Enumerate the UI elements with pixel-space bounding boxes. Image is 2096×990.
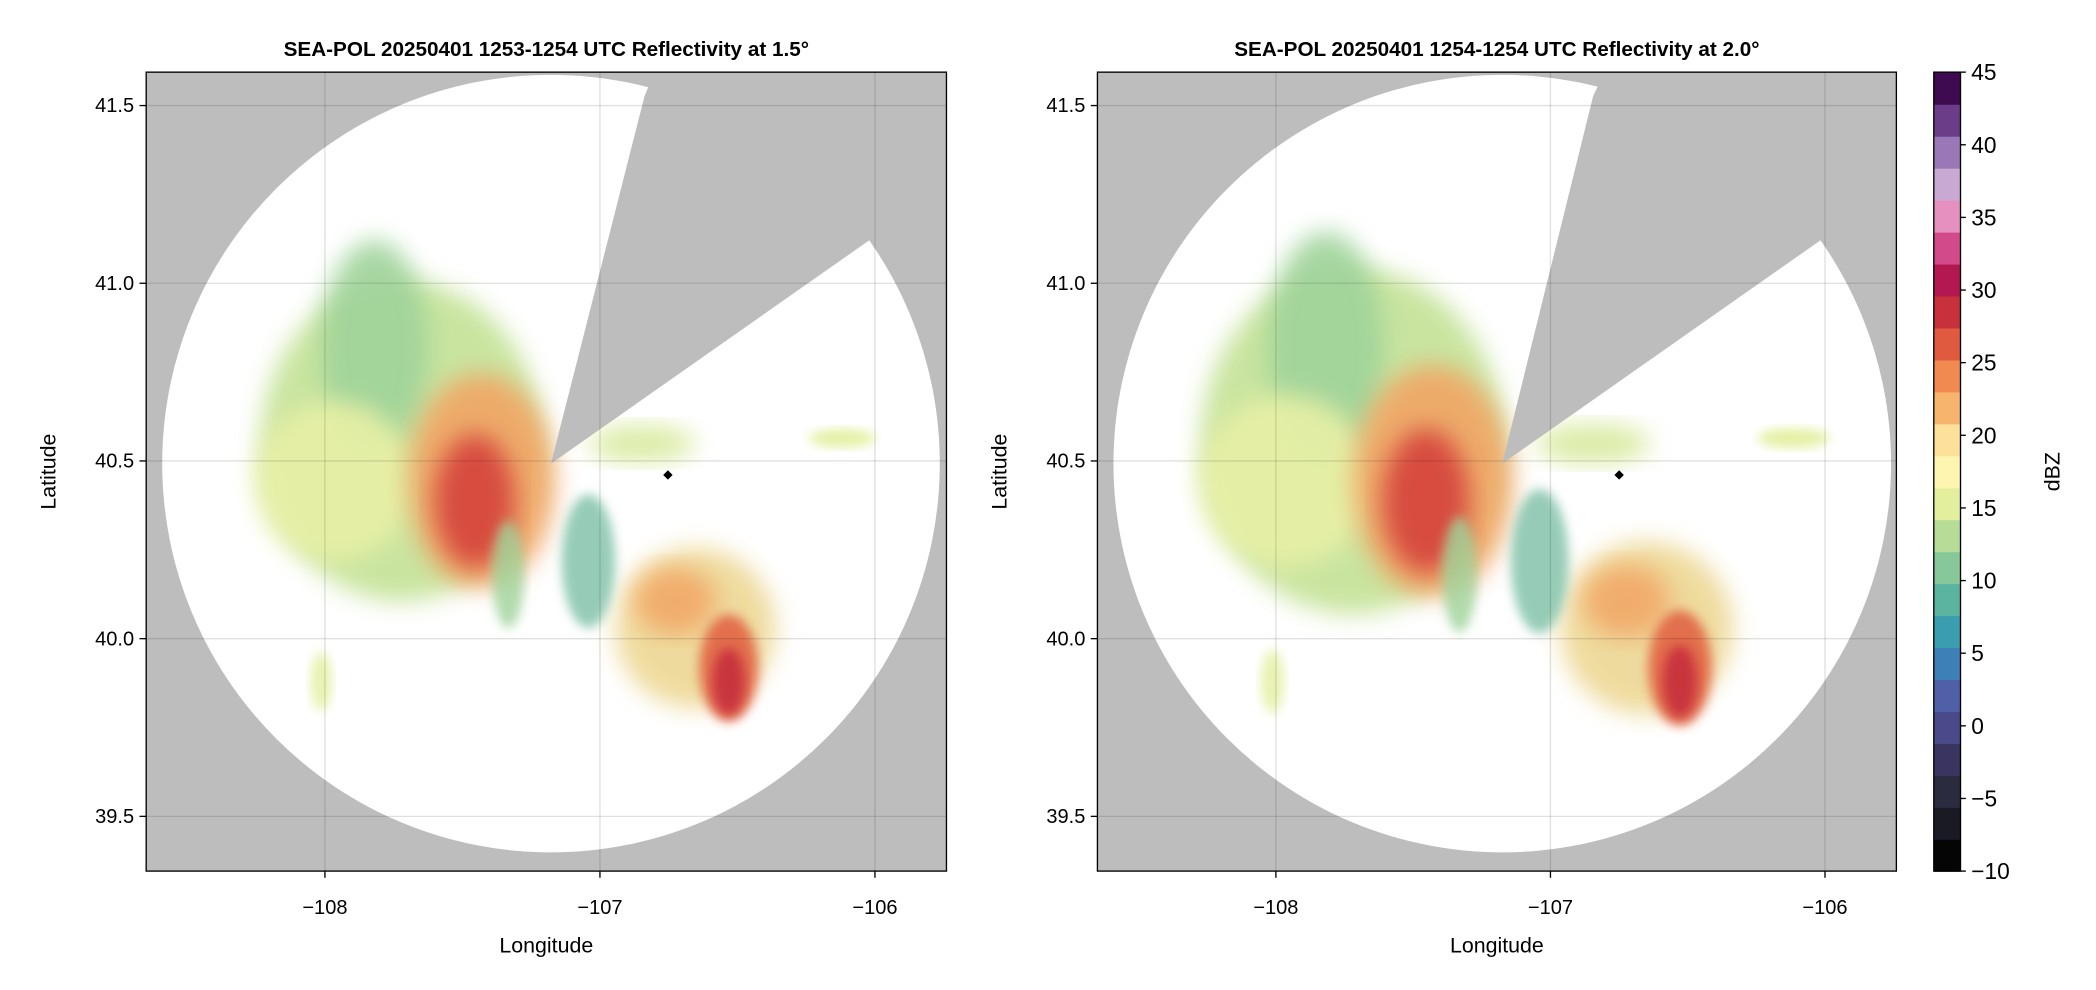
colorbar-tick-label: 0 [1971,713,1984,739]
colorbar-swatch [1933,551,1961,585]
colorbar-tick-label: 15 [1971,495,1996,521]
echo [492,521,525,628]
colorbar-swatch [1933,168,1961,201]
echo [1757,428,1830,449]
y-tick-label: 40.0 [1046,628,1085,650]
y-tick-label: 41.5 [95,95,134,117]
chart-title: SEA-POL 20250401 1253-1254 UTC Reflectiv… [284,38,809,61]
colorbar-tick-label: 10 [1971,568,1996,594]
y-tick-label: 39.5 [1046,806,1085,828]
colorbar-swatch [1933,839,1961,872]
axes-frame [1096,71,1898,872]
colorbar-swatch [1933,775,1961,808]
y-tick-label: 40.5 [1046,451,1085,473]
plot-area [146,72,947,872]
colorbar-swatch [1933,423,1961,457]
echo [434,434,515,568]
echo [1199,394,1373,568]
y-tick-label: 40.0 [95,628,134,650]
chart-title: SEA-POL 20250401 1254-1254 UTC Reflectiv… [1234,38,1759,61]
colorbar-swatch [1933,72,1961,105]
colorbar-tick-label: 25 [1971,350,1996,376]
echo [808,428,876,448]
colorbar-swatch [1933,455,1961,489]
y-axis-label: Latitude [988,434,1012,510]
colorbar-swatch [1933,136,1961,169]
echo [1510,488,1569,634]
echo [588,424,696,463]
x-tick-label: −106 [852,897,897,919]
y-tick-label: 41.0 [1046,273,1085,295]
colorbar-swatch [1933,359,1961,393]
y-tick-label: 41.0 [95,273,134,295]
x-tick-label: −106 [1802,897,1847,919]
colorbar-swatch [1933,647,1961,681]
colorbar-swatch [1933,807,1961,840]
reflectivity-field [1199,231,1830,726]
echo [1583,565,1670,638]
colorbar-tick-label: −5 [1971,785,1997,811]
colorbar-swatch [1933,327,1961,361]
colorbar-swatch [1933,679,1961,712]
colorbar-swatch [1933,487,1961,521]
y-axis-label: Latitude [36,434,60,510]
echo [1442,516,1477,633]
colorbar-tick-label: 45 [1971,59,1996,85]
echo [1535,423,1651,464]
x-tick-label: −107 [577,897,622,919]
x-tick-label: −107 [1528,897,1573,919]
colorbar-swatch [1933,615,1961,649]
colorbar-swatch [1933,263,1961,297]
x-axis-label: Longitude [499,934,593,958]
echo [1662,645,1698,718]
colorbar-tick-label: 30 [1971,277,1996,303]
x-tick-label: −108 [302,897,347,919]
colorbar-tick-label: −10 [1971,858,2010,884]
colorbar-swatch [1933,583,1961,617]
colorbar-swatch [1933,711,1961,744]
reflectivity-field [254,240,876,722]
colorbar-swatch [1933,104,1961,137]
echo [635,567,716,635]
colorbar-swatch [1933,391,1961,425]
echo [712,647,745,715]
echo [254,400,415,562]
echo [321,240,429,455]
colorbar-swatch [1933,519,1961,553]
colorbar-tick-label: 5 [1971,640,1984,666]
colorbar-frame [1933,71,1962,872]
radar-site-marker [663,470,673,480]
plot-area [1097,72,1897,872]
echo [1260,649,1284,714]
colorbar-swatch [1933,231,1961,265]
colorbar-label: dBZ [2040,452,2064,491]
x-axis-label: Longitude [1450,934,1544,958]
echo [310,651,332,711]
colorbar-tick-label: 40 [1971,132,1996,158]
colorbar-swatch [1933,199,1961,233]
blocked-sector [550,72,947,464]
axes-frame [145,71,948,872]
y-tick-label: 40.5 [95,451,134,473]
blocked-sector [1502,72,1897,464]
colorbar-tick-label: 35 [1971,204,1996,230]
y-tick-label: 41.5 [1046,95,1085,117]
x-tick-label: −108 [1253,897,1298,919]
echo [561,494,616,628]
colorbar-swatch [1933,295,1961,329]
colorbar-swatch [1933,743,1961,776]
y-tick-label: 39.5 [95,806,134,828]
colorbar-tick-label: 20 [1971,422,1996,448]
